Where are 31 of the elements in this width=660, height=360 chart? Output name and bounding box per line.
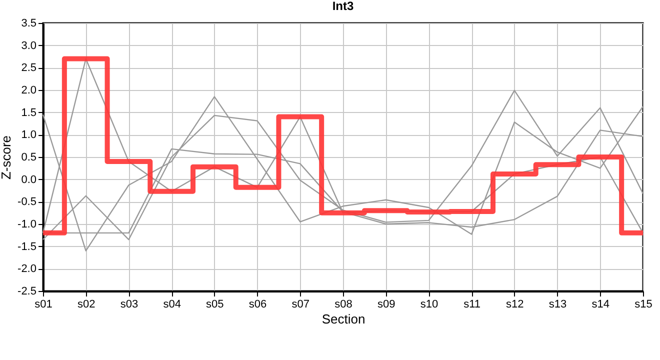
x-tick-label: s02 [77, 298, 96, 310]
x-tick-label: s03 [120, 298, 138, 310]
y-tick-label: -0.5 [18, 196, 36, 208]
x-tick-label: s14 [592, 298, 610, 310]
y-tick-label: -2.0 [18, 263, 36, 276]
y-tick-label: 3.5 [21, 18, 36, 30]
y-tick-label: 1.5 [21, 106, 36, 119]
chart-title: Int3 [332, 0, 354, 13]
x-tick-label: s07 [292, 298, 310, 310]
x-tick-label: s12 [506, 298, 524, 310]
x-tick-label: s01 [34, 298, 52, 310]
x-axis-title: Section [322, 312, 366, 326]
y-tick-label: 2.0 [21, 84, 36, 96]
y-tick-label: 3.0 [21, 40, 36, 52]
y-tick-label: -1.5 [18, 240, 36, 253]
y-tick-label: 2.5 [21, 62, 36, 74]
x-tick-label: s04 [163, 298, 181, 310]
x-tick-label: s13 [548, 298, 567, 310]
x-tick-label: s06 [248, 298, 267, 310]
y-tick-label: 0.5 [21, 152, 36, 164]
y-tick-label: -1.0 [18, 218, 36, 230]
x-tick-label: s15 [634, 298, 652, 310]
y-axis-title: Z-score [0, 135, 14, 180]
x-tick-label: s10 [420, 298, 438, 310]
x-tick-label: s11 [464, 298, 481, 310]
y-tick-label: 1.0 [21, 129, 36, 142]
x-tick-label: s08 [334, 298, 352, 310]
y-tick-label: 0.0 [21, 174, 36, 186]
y-tick-label: -2.5 [18, 286, 36, 298]
x-tick-label: s05 [206, 298, 224, 310]
x-tick-label: s09 [377, 298, 396, 310]
